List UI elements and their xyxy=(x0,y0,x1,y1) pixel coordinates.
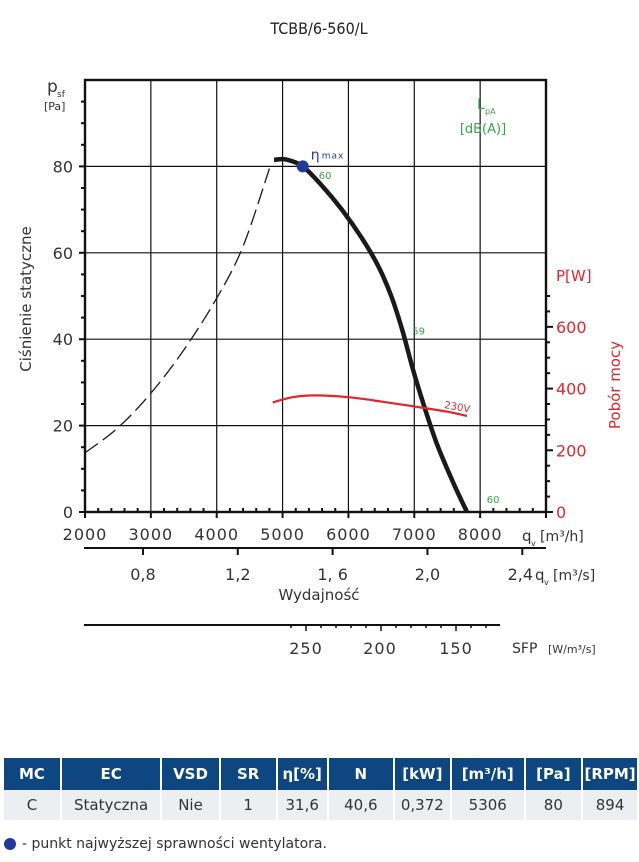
series xyxy=(84,156,470,513)
x-unit-subscript: v xyxy=(531,539,536,548)
table-cell: 31,6 xyxy=(276,790,329,820)
y-unit-symbol: p xyxy=(47,77,58,97)
table-cell: 894 xyxy=(582,790,639,820)
table-row: C Statyczna Nie 1 31,6 40,6 0,372 5306 80 894 xyxy=(4,790,639,820)
eta-max-label: max xyxy=(322,151,345,161)
series-system-curve xyxy=(84,168,271,454)
table-cell: C xyxy=(4,790,62,820)
x-axis-label: Wydajność xyxy=(278,586,359,604)
chart-title: TCBB/6-560/L xyxy=(269,19,367,38)
table-cell: 0,372 xyxy=(393,790,452,820)
y2-unit-label: P[W] xyxy=(556,267,592,285)
table-cell: 5306 xyxy=(450,790,526,820)
table-header-cell: [RPM] xyxy=(582,758,639,790)
noise-label: 60 xyxy=(487,495,500,506)
x-tick-label: 3000 xyxy=(128,525,173,544)
table-cell: 80 xyxy=(524,790,584,820)
x-tick-label: 5000 xyxy=(260,525,305,544)
x-tick-label: 4000 xyxy=(194,525,239,544)
x-unit-symbol: q xyxy=(522,527,532,545)
sfp-unit-label: [W/m³/s] xyxy=(548,643,596,656)
y-tick-label: 60 xyxy=(53,244,73,263)
table-cell: Statyczna xyxy=(60,790,163,820)
sfp-tick-label: 250 xyxy=(289,639,323,658)
legend-note: - punkt najwyższej sprawności wentylator… xyxy=(4,836,327,852)
y2-tick-label: 0 xyxy=(556,503,566,522)
x2-unit-label: [m³/s] xyxy=(553,568,595,584)
noise-label: 59 xyxy=(412,327,425,338)
x-tick-label: 6000 xyxy=(326,525,371,544)
fan-spec-table: MC EC VSD SR η[%] N [kW] [m³/h] [Pa] [RPM] C Staty… xyxy=(4,758,639,820)
sfp-tick-label: 150 xyxy=(439,639,473,658)
table-header-cell: MC xyxy=(4,758,62,790)
sfp-tick-label: 200 xyxy=(363,639,397,658)
y-axis-label: Ciśnienie statyczne xyxy=(17,226,35,372)
lpa-subscript: pA xyxy=(485,107,496,116)
x2-tick-label: 0,8 xyxy=(130,565,155,584)
y2-tick-label: 200 xyxy=(556,441,587,460)
y2-tick-label: 400 xyxy=(556,380,587,399)
legend-note-text: - punkt najwyższej sprawności wentylator… xyxy=(22,836,327,852)
x2-tick-label: 2,0 xyxy=(415,565,440,584)
power-curve-annotation: 230V xyxy=(443,400,471,415)
y-unit-bracket: [Pa] xyxy=(44,100,65,113)
fan-performance-chart: TCBB/6-560/L 0 20 40 60 80 p sf[Pa] Ciśnienie s… xyxy=(17,19,624,658)
y-tick-label: 0 xyxy=(63,503,73,522)
x-tick-label: 8000 xyxy=(458,525,503,544)
x2-tick-label: 1,2 xyxy=(225,565,250,584)
lpa-unit: [dB(A)] xyxy=(460,122,506,137)
plot-frame xyxy=(83,78,548,514)
table-body: C Statyczna Nie 1 31,6 40,6 0,372 5306 80 894 xyxy=(4,790,639,820)
x-tick-label: 2000 xyxy=(63,525,108,544)
y-tick-label: 80 xyxy=(53,157,73,176)
table-cell: Nie xyxy=(161,790,221,820)
axes xyxy=(79,78,553,631)
table-cell: 40,6 xyxy=(327,790,395,820)
table-header-cell: [kW] xyxy=(393,758,452,790)
table-header-cell: EC xyxy=(60,758,163,790)
table-cell: 1 xyxy=(219,790,278,820)
table-header-cell: [Pa] xyxy=(524,758,584,790)
sfp-unit-symbol: SFP xyxy=(512,641,537,657)
grid xyxy=(85,80,546,512)
table-header-cell: N xyxy=(327,758,395,790)
lpa-symbol: L xyxy=(477,97,485,113)
series-power-curve xyxy=(272,394,468,418)
x-tick-label: 7000 xyxy=(392,525,437,544)
table-header-cell: [m³/h] xyxy=(450,758,526,790)
table-header-cell: η[%] xyxy=(276,758,329,790)
x2-unit-subscript: v xyxy=(544,578,549,587)
y2-axis-label: Pobór mocy xyxy=(606,341,624,429)
y-tick-label: 20 xyxy=(53,417,73,436)
table-header-cell: SR xyxy=(219,758,278,790)
x2-tick-label: 2,4 xyxy=(508,565,533,584)
noise-label: 60 xyxy=(319,171,332,182)
y-tick-label: 40 xyxy=(53,330,73,349)
table-header-row: MC EC VSD SR η[%] N [kW] [m³/h] [Pa] [RPM] xyxy=(4,758,639,790)
eta-max-dot-icon xyxy=(4,838,16,850)
y-unit-subscript: sf xyxy=(57,90,66,100)
eta-max-point xyxy=(296,160,309,173)
table-header-cell: VSD xyxy=(161,758,221,790)
x2-tick-label: 1, 6 xyxy=(317,565,348,584)
x2-unit-symbol: q xyxy=(535,566,545,584)
series-pressure-curve xyxy=(273,156,470,513)
y2-tick-label: 600 xyxy=(556,318,587,337)
eta-max-symbol: η xyxy=(311,147,320,163)
x-unit-label: [m³/h] xyxy=(540,529,584,545)
